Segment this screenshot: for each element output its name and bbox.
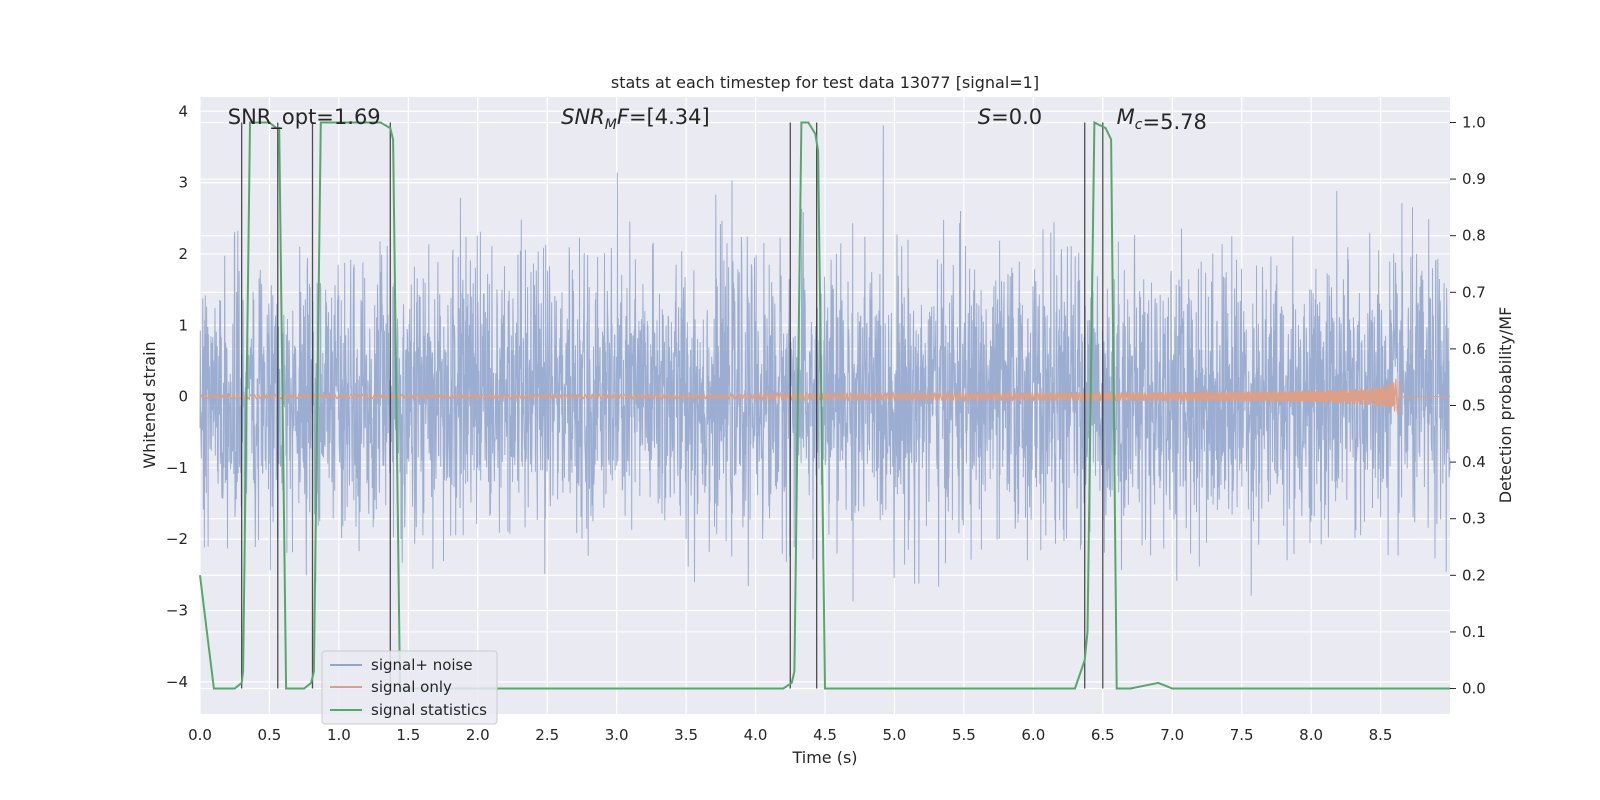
x-tick-label: 0.5 <box>258 726 282 744</box>
y2-tick-label: 0.3 <box>1462 510 1486 528</box>
y2-tick-label: 1.0 <box>1462 113 1486 131</box>
y-tick-label: 3 <box>178 174 188 192</box>
x-tick-label: 1.0 <box>327 726 351 744</box>
y2-axis-label: Detection probability/MF <box>1496 307 1515 504</box>
x-tick-label: 2.5 <box>535 726 559 744</box>
legend: signal+ noise signal only signal statist… <box>321 650 498 725</box>
annotations: SNR_opt=1.69 SNRMF=[4.34] S=0.0 Mc=5.78 <box>228 105 1207 134</box>
x-tick-label: 1.5 <box>396 726 420 744</box>
legend-box <box>321 650 498 725</box>
y-tick-label: −1 <box>166 459 188 477</box>
signal-statistics-series <box>199 120 1450 690</box>
y-tick-label: 4 <box>178 102 188 120</box>
legend-label-noise: signal+ noise <box>371 656 473 674</box>
x-tick-label: 4.0 <box>744 726 768 744</box>
signal-only-line <box>199 378 1451 415</box>
x-tick-label: 5.0 <box>883 726 907 744</box>
x-axis-ticks: 0.0 0.5 1.0 1.5 2.0 2.5 3.0 3.5 4.0 4.5 5.0 5.5 6.0 6… <box>188 726 1392 744</box>
y2-axis-ticks: 0.0 0.1 0.2 0.3 0.4 0.5 0.6 0.7 0.8 0.9 1.0 <box>1450 113 1486 698</box>
y2-tick-label: 0.7 <box>1462 283 1486 301</box>
x-tick-label: 4.5 <box>813 726 837 744</box>
y-tick-label: 2 <box>178 245 188 263</box>
y2-tick-label: 0.5 <box>1462 397 1486 415</box>
x-tick-label: 5.5 <box>952 726 976 744</box>
x-tick-label: 7.0 <box>1160 726 1184 744</box>
annotation-label: S=0.0 <box>978 105 1042 129</box>
annotation-label: Mc=5.78 <box>1117 105 1207 134</box>
annotation-label: SNRMF=[4.34] <box>561 105 710 133</box>
y2-tick-label: 0.1 <box>1462 623 1486 641</box>
x-tick-label: 7.5 <box>1230 726 1254 744</box>
y-tick-label: 1 <box>178 316 188 334</box>
y2-tick-label: 0.8 <box>1462 227 1486 245</box>
legend-label-stats: signal statistics <box>371 701 487 719</box>
y2-tick-label: 0.9 <box>1462 170 1486 188</box>
annotation-label: SNR_opt=1.69 <box>228 105 381 130</box>
x-axis-label: Time (s) <box>791 748 857 767</box>
signal-only-series <box>199 378 1451 415</box>
x-tick-label: 6.0 <box>1021 726 1045 744</box>
noise-line <box>199 125 1451 602</box>
x-tick-label: 6.5 <box>1091 726 1115 744</box>
y-axis-label: Whitened strain <box>140 341 159 468</box>
y2-tick-label: 0.2 <box>1462 566 1486 584</box>
y-axis-ticks: −4 −3 −2 −1 0 1 2 3 4 <box>166 102 188 691</box>
x-tick-label: 8.5 <box>1369 726 1393 744</box>
x-tick-label: 3.5 <box>674 726 698 744</box>
legend-label-signal: signal only <box>371 678 452 696</box>
x-tick-label: 2.0 <box>466 726 490 744</box>
y-tick-label: −2 <box>166 530 188 548</box>
y2-tick-label: 0.4 <box>1462 453 1486 471</box>
chart-title: stats at each timestep for test data 130… <box>611 73 1039 92</box>
x-tick-label: 3.0 <box>605 726 629 744</box>
signal-plus-noise-series <box>199 125 1451 602</box>
y2-tick-label: 0.0 <box>1462 680 1486 698</box>
y-tick-label: −4 <box>166 673 188 691</box>
y-tick-label: −3 <box>166 602 188 620</box>
y2-tick-label: 0.6 <box>1462 340 1486 358</box>
signal-statistics-line <box>199 120 1450 690</box>
y-tick-label: 0 <box>178 388 188 406</box>
vertical-markers <box>241 122 1104 689</box>
x-tick-label: 0.0 <box>188 726 212 744</box>
x-tick-label: 8.0 <box>1299 726 1323 744</box>
